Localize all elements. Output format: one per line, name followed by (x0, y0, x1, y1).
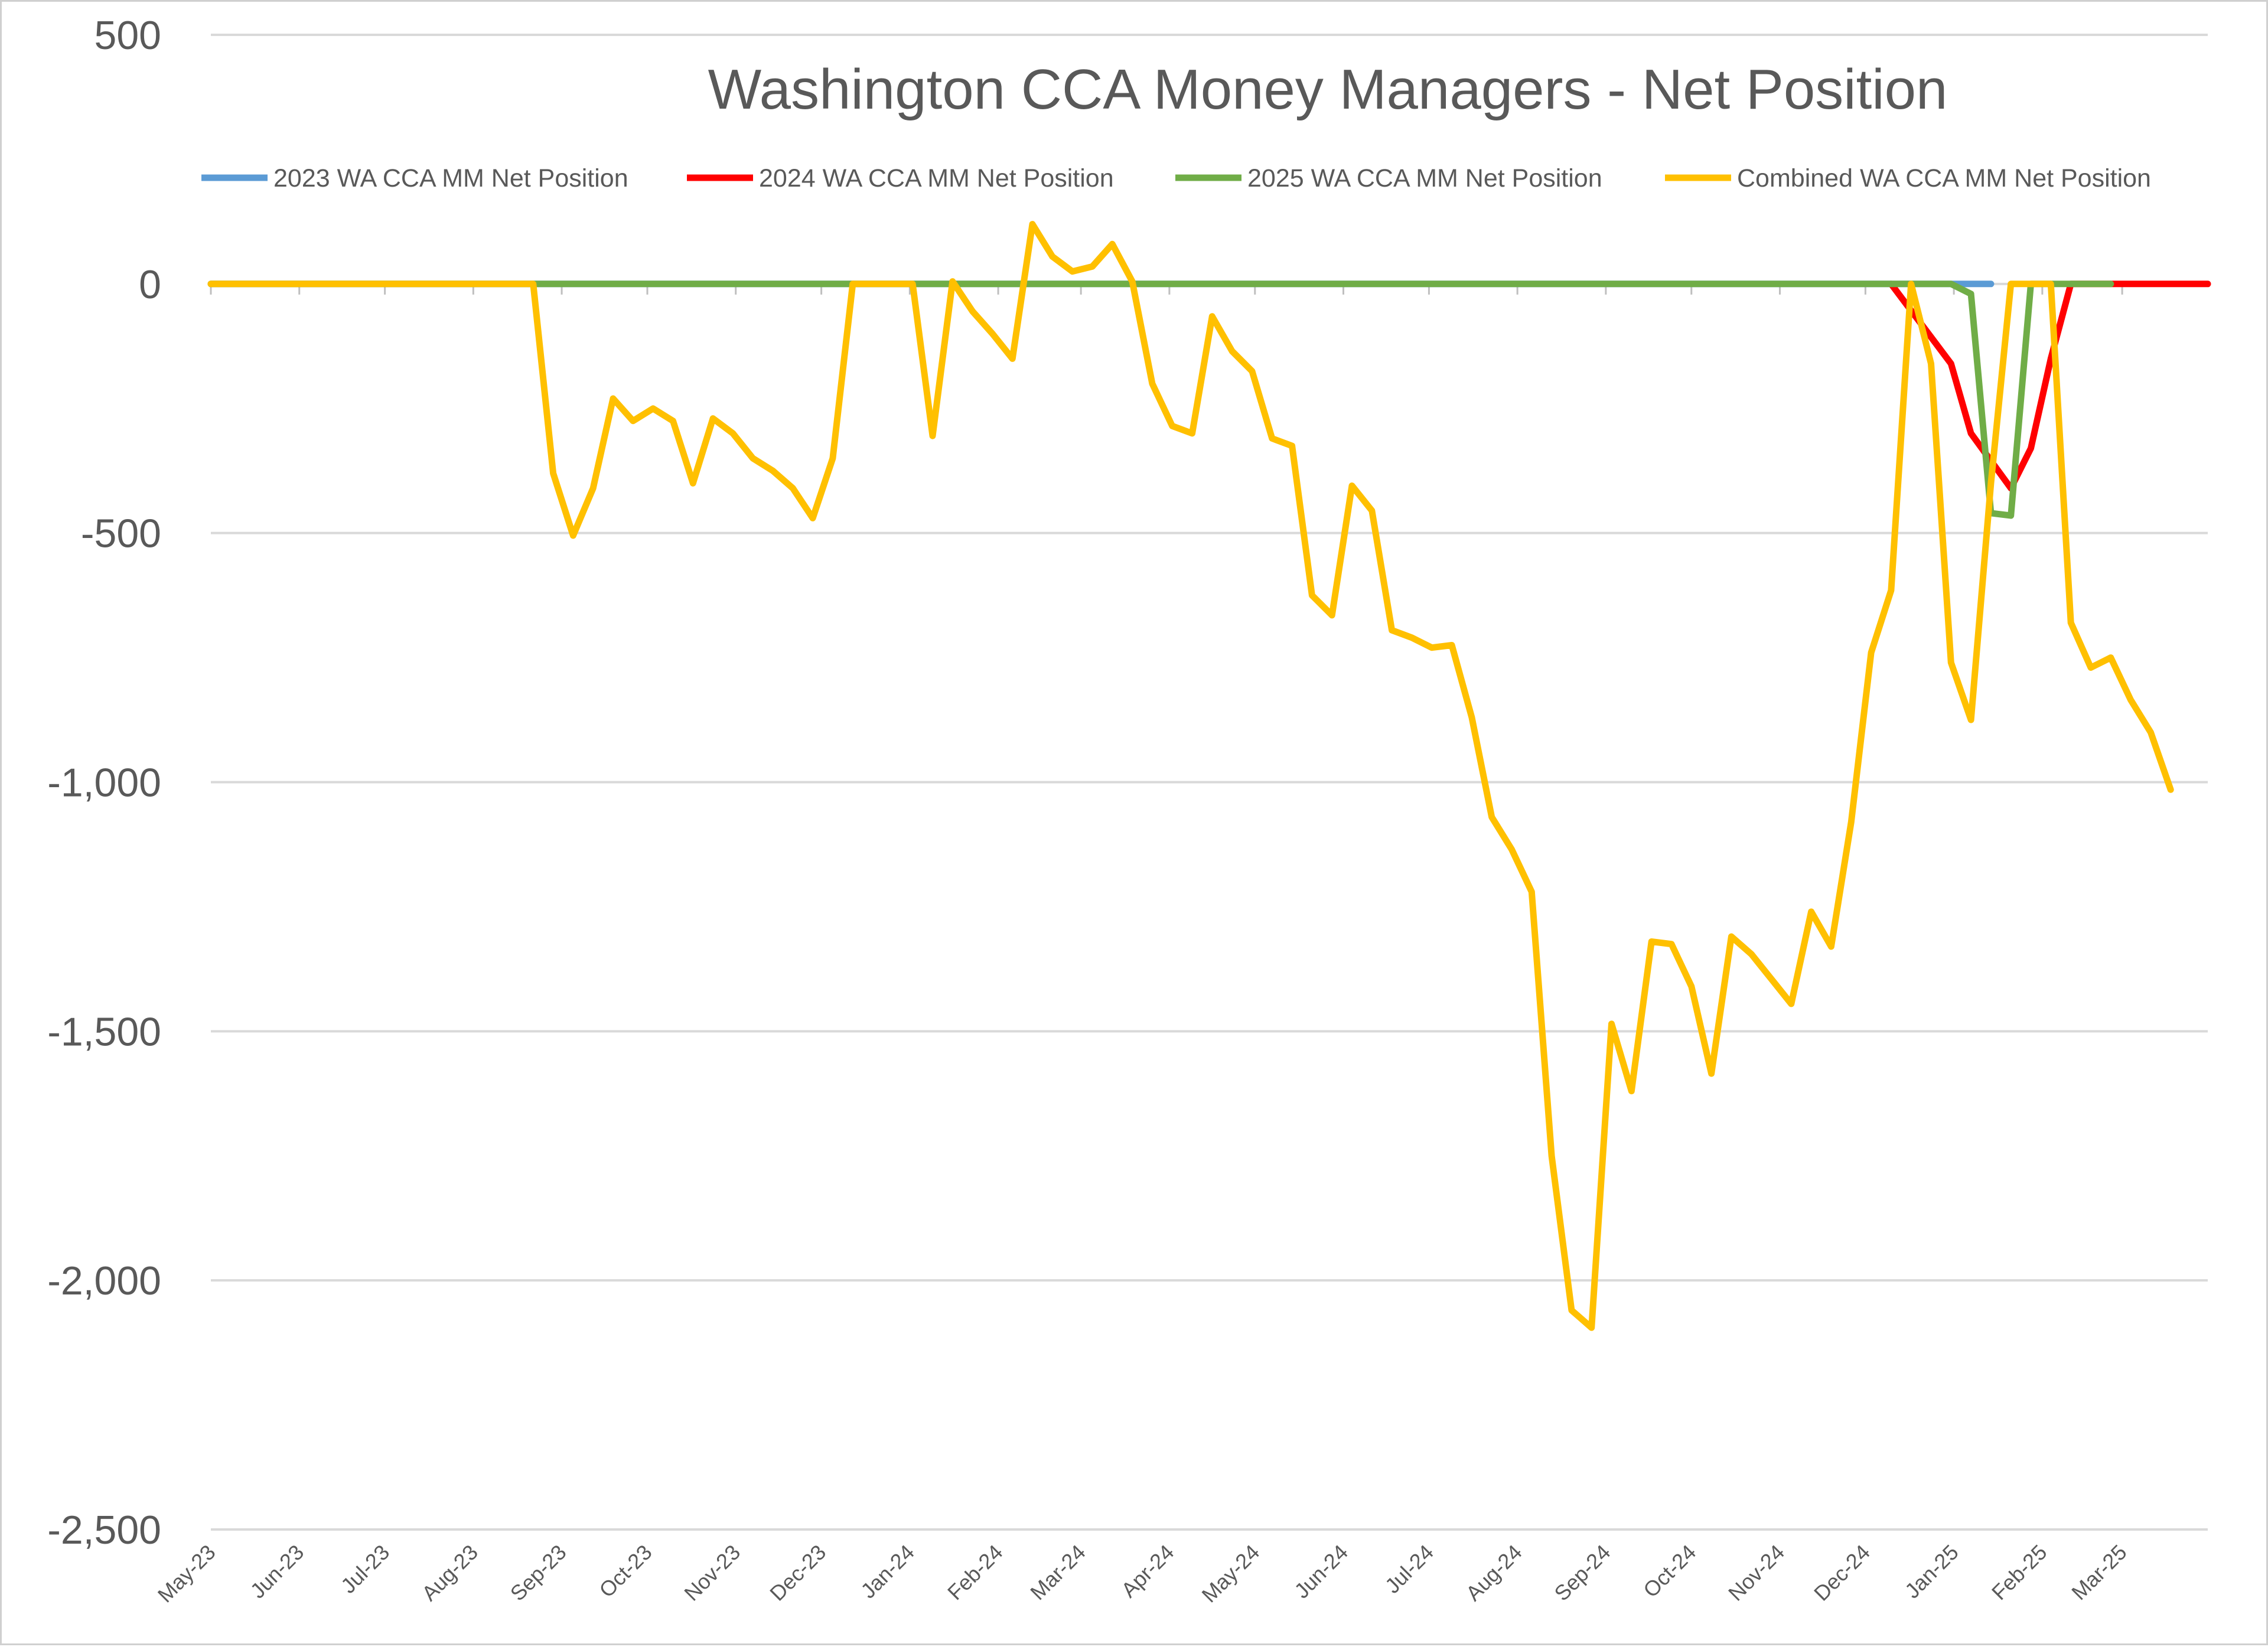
x-tick-label: Jun-23 (246, 1540, 309, 1603)
legend-entry-label: 2023 WA CCA MM Net Position (273, 164, 628, 193)
x-tick-label: Jun-24 (1289, 1540, 1353, 1603)
x-tick-label: Mar-24 (1025, 1540, 1090, 1605)
series-line-4 (207, 221, 2174, 1331)
x-tick-label: Mar-25 (2067, 1540, 2132, 1605)
x-tick-label: Dec-23 (765, 1540, 830, 1606)
y-tick-label: -2,000 (47, 1258, 161, 1303)
x-tick-label: Nov-23 (679, 1540, 745, 1606)
chart-title: Washington CCA Money Managers - Net Posi… (708, 58, 1948, 121)
series-lines (207, 221, 2211, 1331)
x-tick-label: May-24 (1197, 1540, 1265, 1607)
x-tick-label: Feb-24 (943, 1540, 1008, 1605)
x-tick-label: Jan-25 (1900, 1540, 1963, 1603)
x-tick-label: Jul-24 (1380, 1540, 1438, 1598)
x-tick-label: Jan-24 (856, 1540, 919, 1603)
x-tick-label: Dec-24 (1809, 1540, 1875, 1606)
legend: 2023 WA CCA MM Net Position 2024 WA CCA M… (201, 164, 2151, 193)
x-tick-label: Feb-25 (1987, 1540, 2052, 1605)
x-tick-label: Oct-24 (1638, 1540, 1700, 1602)
y-tick-label: -500 (81, 511, 161, 556)
x-tick-label: Aug-24 (1461, 1540, 1527, 1606)
x-tick-label: Jul-23 (336, 1540, 394, 1598)
y-tick-label: -1,500 (47, 1009, 161, 1054)
x-tick-label: Nov-24 (1723, 1540, 1789, 1606)
x-tick-label: Sep-23 (506, 1540, 571, 1606)
y-tick-label: -1,000 (47, 761, 161, 805)
x-tick-label: Apr-24 (1116, 1540, 1178, 1602)
x-tick-label: Oct-23 (594, 1540, 656, 1602)
legend-entry-label: Combined WA CCA MM Net Position (1737, 164, 2151, 193)
x-tick-label: Sep-24 (1549, 1540, 1615, 1606)
y-tick-label: 0 (139, 262, 161, 307)
legend-entry-label: 2025 WA CCA MM Net Position (1247, 164, 1602, 193)
gridlines (211, 34, 2208, 1531)
y-tick-label: 500 (94, 13, 161, 58)
x-axis-tick-labels: May-23 Jun-23 Jul-23 Aug-23 Sep-23 Oct-23 Nov-… (153, 283, 2132, 1607)
series-line-2 (1888, 281, 2211, 492)
x-tick-label: Aug-23 (417, 1540, 483, 1606)
legend-entry-label: 2024 WA CCA MM Net Position (759, 164, 1114, 193)
y-axis-tick-labels: 500 0 -500 -1,000 -1,500 -2,000 -2,500 (47, 13, 161, 1553)
x-tick-label: May-23 (153, 1540, 220, 1607)
y-tick-label: -2,500 (47, 1508, 161, 1553)
